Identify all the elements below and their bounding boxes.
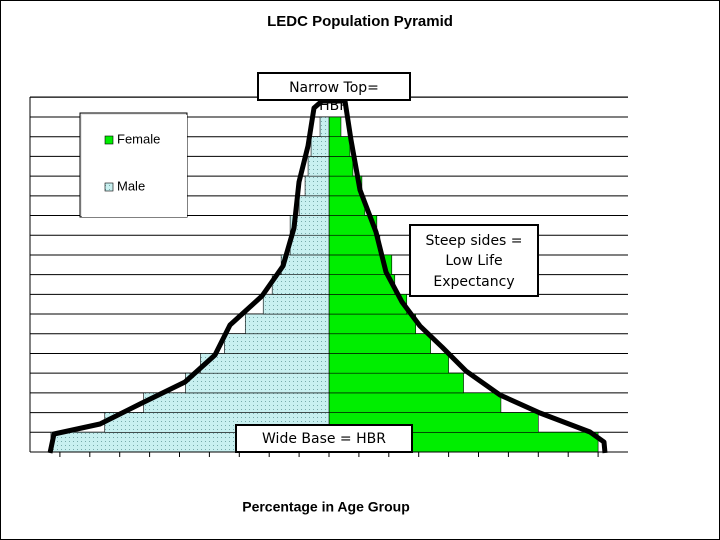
annotation: Steep sides = <box>425 233 522 249</box>
female-bar <box>328 294 408 315</box>
male-bar <box>289 234 330 256</box>
legend-inner <box>82 115 187 217</box>
female-bar <box>328 333 431 354</box>
male-bar <box>319 116 330 138</box>
female-bar <box>328 136 351 157</box>
female-bar <box>328 234 381 256</box>
male-bar <box>310 136 330 157</box>
male-bar <box>271 274 330 295</box>
male-bar <box>185 372 330 394</box>
male-bar <box>262 294 330 315</box>
annotation: Wide Base = HBR <box>262 431 386 447</box>
legend-swatch <box>104 182 114 192</box>
female-bar <box>328 156 354 177</box>
legend-label: Male <box>117 178 145 193</box>
female-bar <box>328 274 396 295</box>
female-bar <box>328 392 502 413</box>
male-bar <box>304 175 330 197</box>
annotation: Low Life <box>445 253 502 269</box>
annotation-box <box>409 224 539 297</box>
annotation-box <box>235 424 413 453</box>
legend-swatch <box>104 135 114 145</box>
female-bar <box>328 313 417 335</box>
male-bar <box>224 333 330 354</box>
x-axis-label: Percentage in Age Group <box>242 499 410 515</box>
female-bar <box>328 195 366 216</box>
annotation: HBR <box>319 98 349 114</box>
annotation-box <box>257 72 411 101</box>
male-bar <box>307 156 330 177</box>
female-bar <box>328 372 464 394</box>
male-bar <box>280 254 330 275</box>
female-bar <box>328 116 342 138</box>
chart-title: LEDC Population Pyramid <box>267 13 453 30</box>
male-bar <box>298 195 330 216</box>
male-bar <box>244 313 330 335</box>
male-bar <box>200 353 330 374</box>
male-bar <box>143 392 330 413</box>
annotation: Expectancy <box>433 274 514 290</box>
annotation: Narrow Top= <box>289 80 379 96</box>
legend-label: Female <box>117 131 160 146</box>
female-bar <box>328 353 449 374</box>
